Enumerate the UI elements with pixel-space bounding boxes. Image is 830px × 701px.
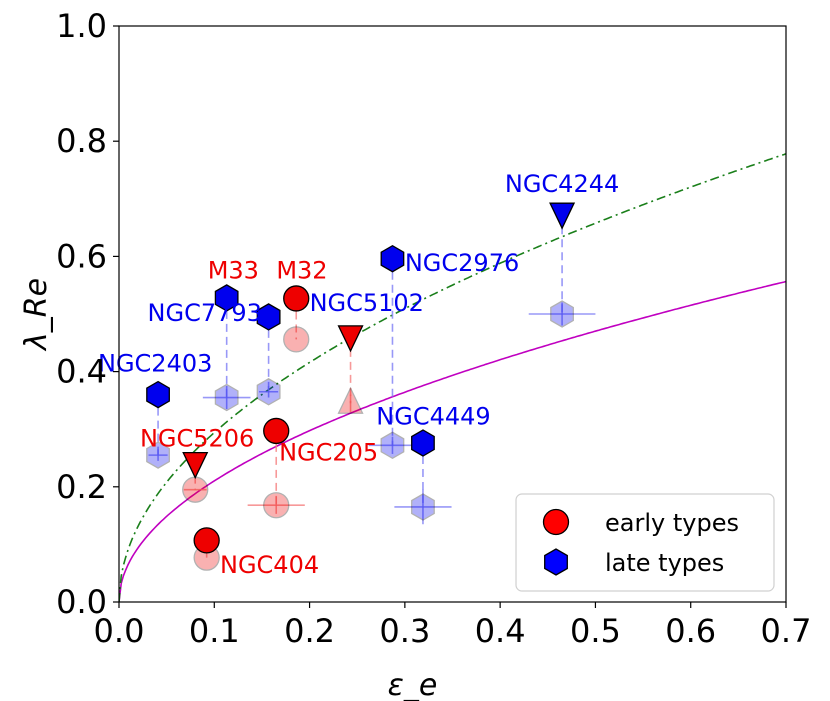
curve-dashdot-green — [119, 153, 786, 602]
point-NGC404 — [193, 527, 220, 554]
label-ngc404: NGC404 — [220, 551, 319, 579]
plot-frame — [118, 25, 787, 603]
point-NGC7793-b — [256, 303, 281, 331]
y-tick-label: 0.8 — [56, 122, 107, 160]
solid-markers — [146, 202, 576, 554]
galaxy-labels: NGC4244 NGC2976 M33 M32 NGC7793 NGC5102 NGC240… — [98, 170, 619, 579]
faded-point-NGC205 — [263, 492, 290, 519]
point-NGC7793 — [214, 284, 239, 312]
label-m33: M33 — [208, 256, 259, 284]
faded-point-NGC5102 — [337, 386, 364, 414]
point-NGC2976 — [380, 244, 405, 273]
x-tick-label: 0.5 — [570, 612, 621, 650]
model-curves — [119, 153, 786, 602]
point-NGC205 — [263, 417, 290, 445]
y-tick-label: 0.4 — [56, 353, 107, 391]
x-axis-label: ε_e — [388, 668, 438, 701]
x-tick-label: 0.1 — [189, 612, 240, 650]
faded-point-NGC2976 — [380, 431, 405, 460]
label-ngc7793: NGC7793 — [148, 299, 262, 327]
point-NGC4449 — [411, 429, 435, 457]
legend-box — [515, 493, 775, 592]
point-NGC5102 — [337, 325, 364, 353]
faded-point-NGC7793 — [214, 383, 239, 412]
y-tick-label: 0.6 — [56, 237, 107, 275]
x-tick-label: 0.6 — [665, 612, 716, 650]
legend-marker-hexagon — [544, 548, 568, 576]
faded-point-NGC4449 — [411, 493, 435, 521]
faded-point-NGC2403 — [146, 441, 170, 469]
label-ngc4244: NGC4244 — [505, 170, 619, 198]
curve-solid-magenta — [119, 280, 786, 602]
y-tick-label: 0.2 — [56, 468, 107, 506]
faded-point-NGC5206 — [182, 476, 209, 503]
x-tick-label: 0.2 — [284, 612, 335, 650]
legend-marker-circle — [542, 508, 570, 536]
label-ngc4449: NGC4449 — [376, 403, 490, 431]
x-tick-label: 0.3 — [379, 612, 430, 650]
label-ngc2403: NGC2403 — [98, 350, 212, 378]
point-NGC5206 — [182, 451, 209, 480]
label-m32: M32 — [276, 256, 327, 284]
faded-point-NGC4244 — [550, 300, 574, 328]
faded-point-M32 — [283, 326, 310, 353]
point-NGC4244 — [549, 202, 576, 230]
y-axis-label: λ_Re — [19, 278, 54, 352]
point-NGC2403 — [146, 380, 170, 409]
label-ngc205: NGC205 — [279, 438, 378, 466]
point-M32 — [283, 285, 310, 312]
faded-markers — [146, 300, 574, 571]
legend-label: early types — [605, 509, 739, 537]
axes: 0.0 0.1 0.2 0.3 0.4 0.5 0.6 0.7 0.0 0.2 0.4 0.6 0.8 1… — [19, 7, 811, 701]
x-tick-label: 0.0 — [94, 612, 145, 650]
x-tick-label: 0.4 — [475, 612, 526, 650]
y-tick-label: 0.0 — [56, 583, 107, 621]
legend: early types late types — [515, 493, 775, 592]
y-tick-label: 1.0 — [56, 7, 107, 45]
legend-label: late types — [605, 549, 724, 577]
label-ngc5102: NGC5102 — [310, 289, 424, 317]
label-ngc2976: NGC2976 — [405, 249, 519, 277]
faded-point-NGC7793-b — [256, 378, 281, 406]
label-ngc5206: NGC5206 — [140, 424, 254, 452]
x-tick-label: 0.7 — [761, 612, 812, 650]
